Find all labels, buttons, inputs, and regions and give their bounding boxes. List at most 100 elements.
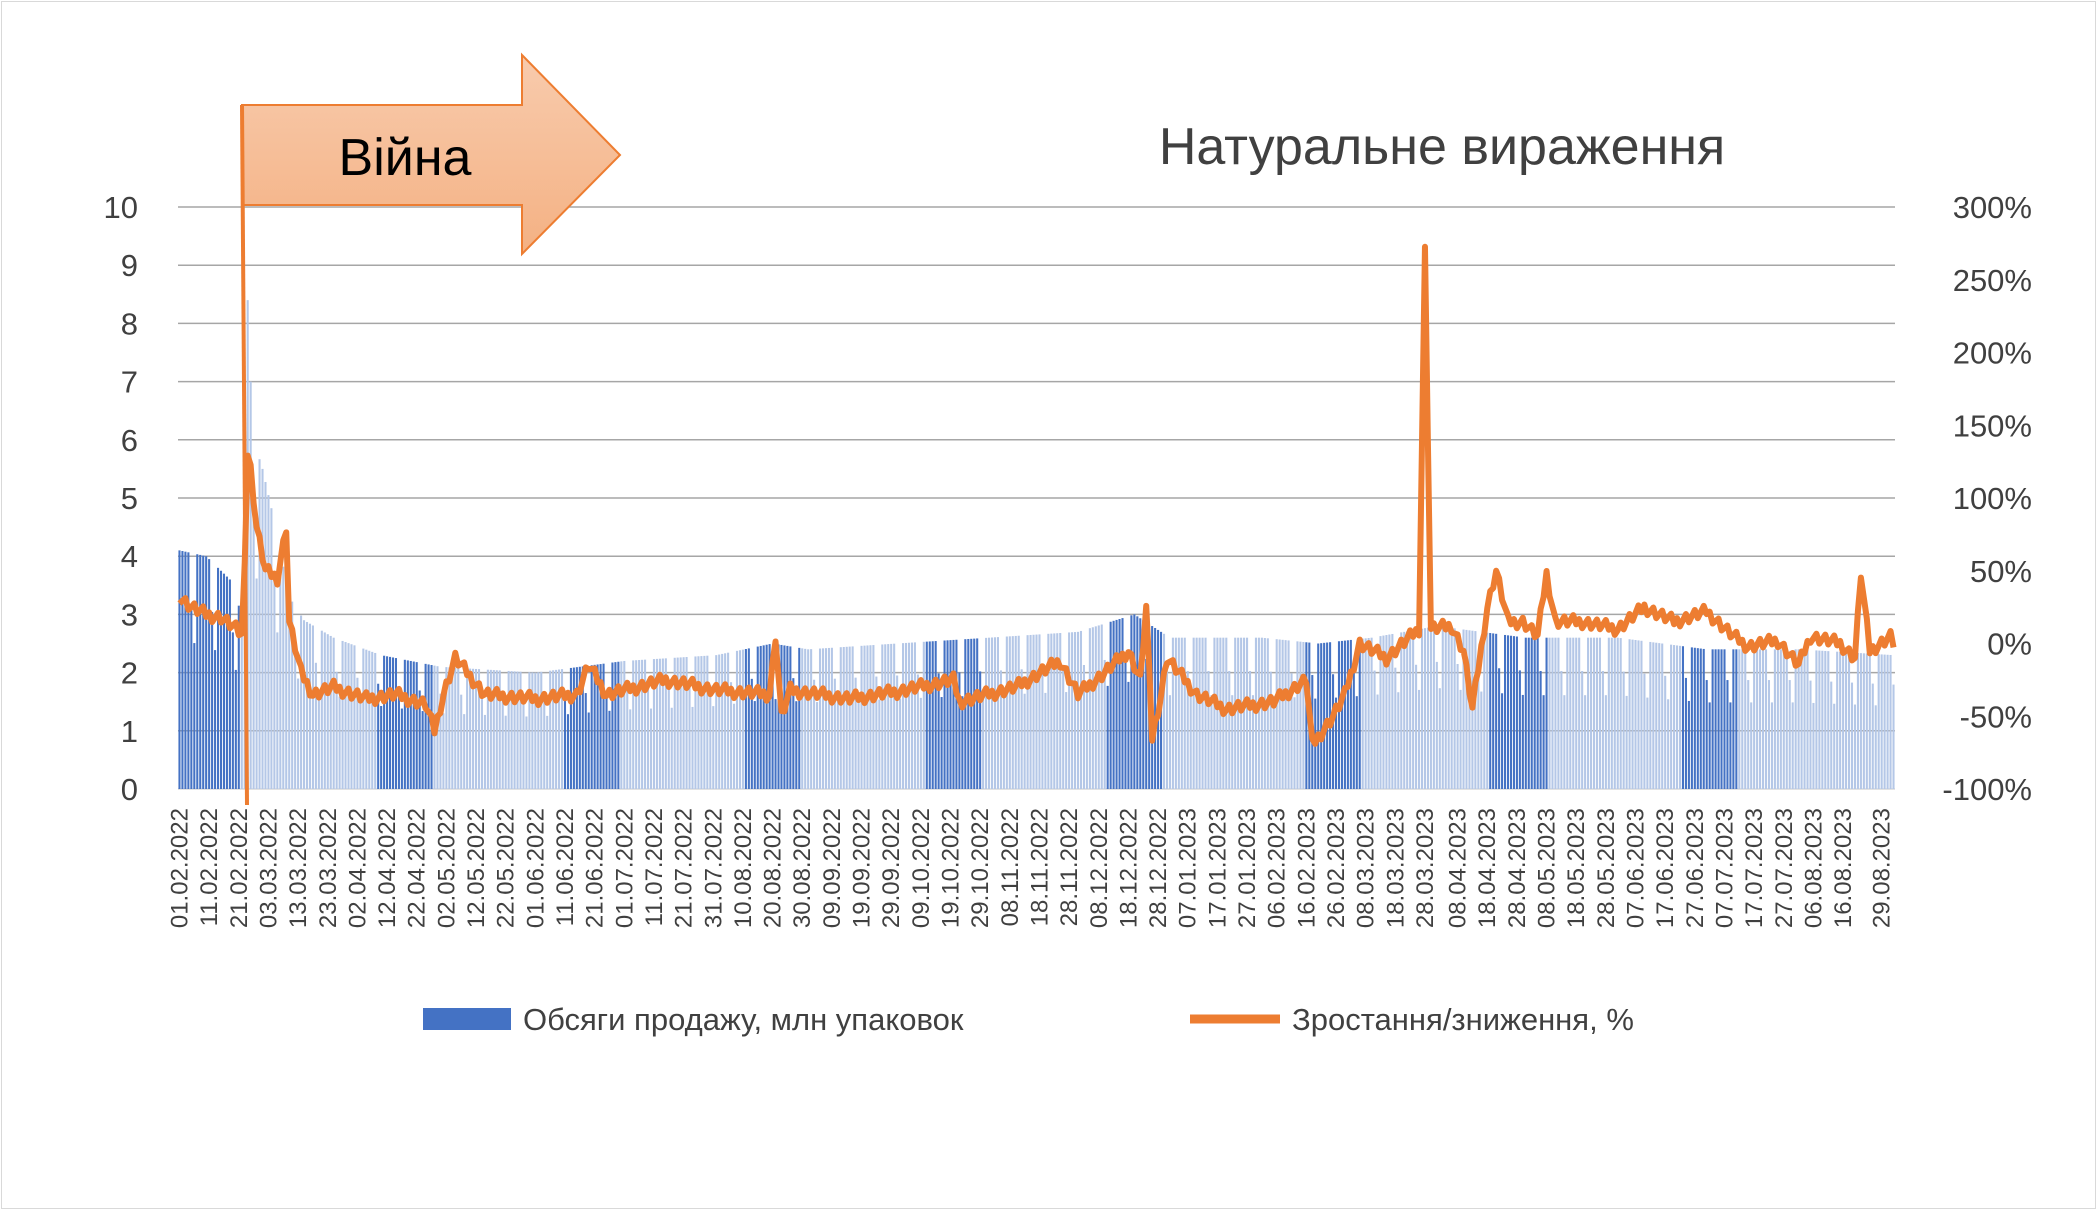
sales-bar (721, 653, 724, 789)
sales-bar (1616, 637, 1619, 789)
sales-bar (878, 699, 881, 789)
sales-bar (341, 640, 344, 789)
sales-bar (1162, 633, 1166, 789)
sales-bar (1711, 649, 1714, 789)
sales-bar (1358, 638, 1361, 789)
sales-bar (1337, 641, 1341, 789)
sales-bar (1207, 670, 1210, 789)
x-tick-label: 27.01.2023 (1234, 808, 1261, 928)
sales-bar (1578, 637, 1581, 789)
sales-bar (1272, 695, 1275, 789)
bar-series (178, 300, 1895, 789)
sales-bar (638, 660, 641, 789)
sales-bar (1257, 637, 1260, 789)
sales-bar (1426, 627, 1429, 789)
sales-bar (1171, 637, 1174, 789)
sales-bar (504, 715, 507, 789)
sales-bar (1880, 654, 1883, 789)
sales-bar (602, 663, 605, 789)
sales-bar (1590, 637, 1593, 789)
sales-bar (1821, 650, 1824, 789)
sales-bar (1346, 640, 1349, 789)
sales-bar (445, 667, 448, 789)
sales-bar (397, 687, 400, 789)
sales-bar (234, 669, 237, 789)
sales-bar (1076, 631, 1080, 789)
sales-bar (264, 481, 267, 789)
sales-bar (1260, 637, 1263, 789)
sales-bar (1094, 626, 1097, 789)
sales-bar (1406, 631, 1409, 789)
sales-bar (1201, 637, 1204, 789)
sales-bar (1551, 637, 1554, 789)
sales-bar (1592, 637, 1596, 789)
sales-bar (629, 709, 632, 789)
right-tick-label: 200% (1953, 336, 2032, 371)
x-tick-label: 29.09.2022 (878, 808, 905, 928)
sales-bar (477, 669, 481, 789)
sales-bar (1604, 695, 1607, 789)
sales-bar (679, 657, 682, 789)
sales-bar (988, 637, 991, 789)
sales-bar (270, 508, 273, 789)
sales-bar (1649, 641, 1652, 789)
x-tick-label: 28.03.2023 (1412, 808, 1439, 928)
sales-bar (1415, 664, 1418, 789)
sales-bar (1435, 661, 1438, 789)
x-tick-label: 07.01.2023 (1175, 808, 1202, 928)
x-tick-label: 22.04.2022 (404, 808, 431, 928)
sales-bar (302, 620, 306, 789)
sales-bar (424, 663, 427, 789)
sales-bar (1676, 645, 1679, 789)
sales-bar (181, 551, 184, 789)
sales-bar (955, 639, 958, 789)
sales-bar (1782, 649, 1785, 789)
sales-bar (1154, 627, 1157, 789)
sales-bar (655, 658, 658, 789)
sales-bar (1800, 649, 1803, 789)
sales-bar (1186, 670, 1189, 789)
right-axis-ticks: -100% -50% 0% 50% 100% 150% 200% 250% 300% (1942, 190, 2032, 807)
sales-bar (904, 642, 908, 789)
sales-bar (344, 642, 347, 789)
sales-bar (1848, 652, 1851, 789)
sales-bar (184, 551, 187, 789)
sales-bar (718, 654, 721, 789)
sales-bar (1696, 648, 1699, 789)
sales-bar (501, 696, 504, 789)
sales-bar (187, 552, 190, 789)
sales-bar (1788, 680, 1791, 789)
sales-bar (756, 646, 759, 789)
sales-bar (827, 647, 830, 789)
sales-bar (525, 716, 528, 789)
sales-bar (572, 667, 575, 789)
sales-bar (463, 714, 466, 789)
sales-bar (1634, 640, 1637, 789)
sales-bar (703, 655, 706, 789)
sales-bar (1717, 649, 1720, 789)
sales-bar (255, 578, 258, 789)
right-tick-label: -50% (1960, 699, 2032, 734)
sales-bar (1121, 618, 1124, 789)
sales-bar (1622, 671, 1625, 789)
x-tick-label: 17.06.2023 (1652, 808, 1679, 928)
sales-bar (1340, 640, 1343, 789)
sales-bar (1450, 627, 1453, 789)
sales-bar (498, 670, 501, 789)
sales-bar (881, 644, 884, 789)
sales-bar (1074, 632, 1077, 789)
x-tick-label: 02.04.2022 (344, 808, 371, 928)
sales-bar (297, 678, 300, 789)
sales-bar (887, 644, 890, 789)
sales-bar (228, 579, 231, 789)
sales-bar (1213, 637, 1216, 789)
sales-bar (783, 645, 786, 789)
sales-bar (1079, 630, 1083, 789)
sales-bar (448, 667, 451, 789)
sales-bar (771, 675, 774, 789)
x-tick-label: 28.04.2023 (1504, 808, 1531, 928)
sales-bar (575, 667, 578, 789)
sales-bar (1530, 637, 1533, 789)
x-tick-label: 18.04.2023 (1474, 808, 1501, 928)
x-tick-label: 07.06.2023 (1623, 808, 1650, 928)
